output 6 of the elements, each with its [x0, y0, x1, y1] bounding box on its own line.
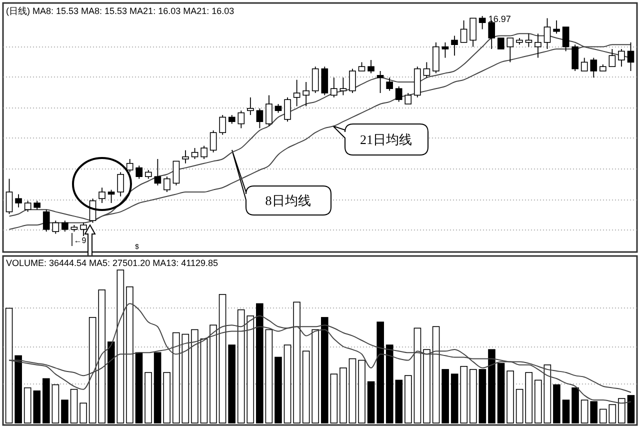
chart-title: (日线) MA8: 15.53 MA8: 15.53 MA21: 16.03 MA21: 16.03 [6, 6, 234, 16]
annotation: 8日均线 [265, 193, 311, 208]
annotation: ←9 [74, 236, 87, 245]
annotation: 21日均线 [360, 132, 412, 147]
annotation: 16.97 [488, 14, 511, 24]
chart-title: VOLUME: 36444.54 MA5: 27501.20 MA13: 41129.85 [6, 258, 218, 268]
